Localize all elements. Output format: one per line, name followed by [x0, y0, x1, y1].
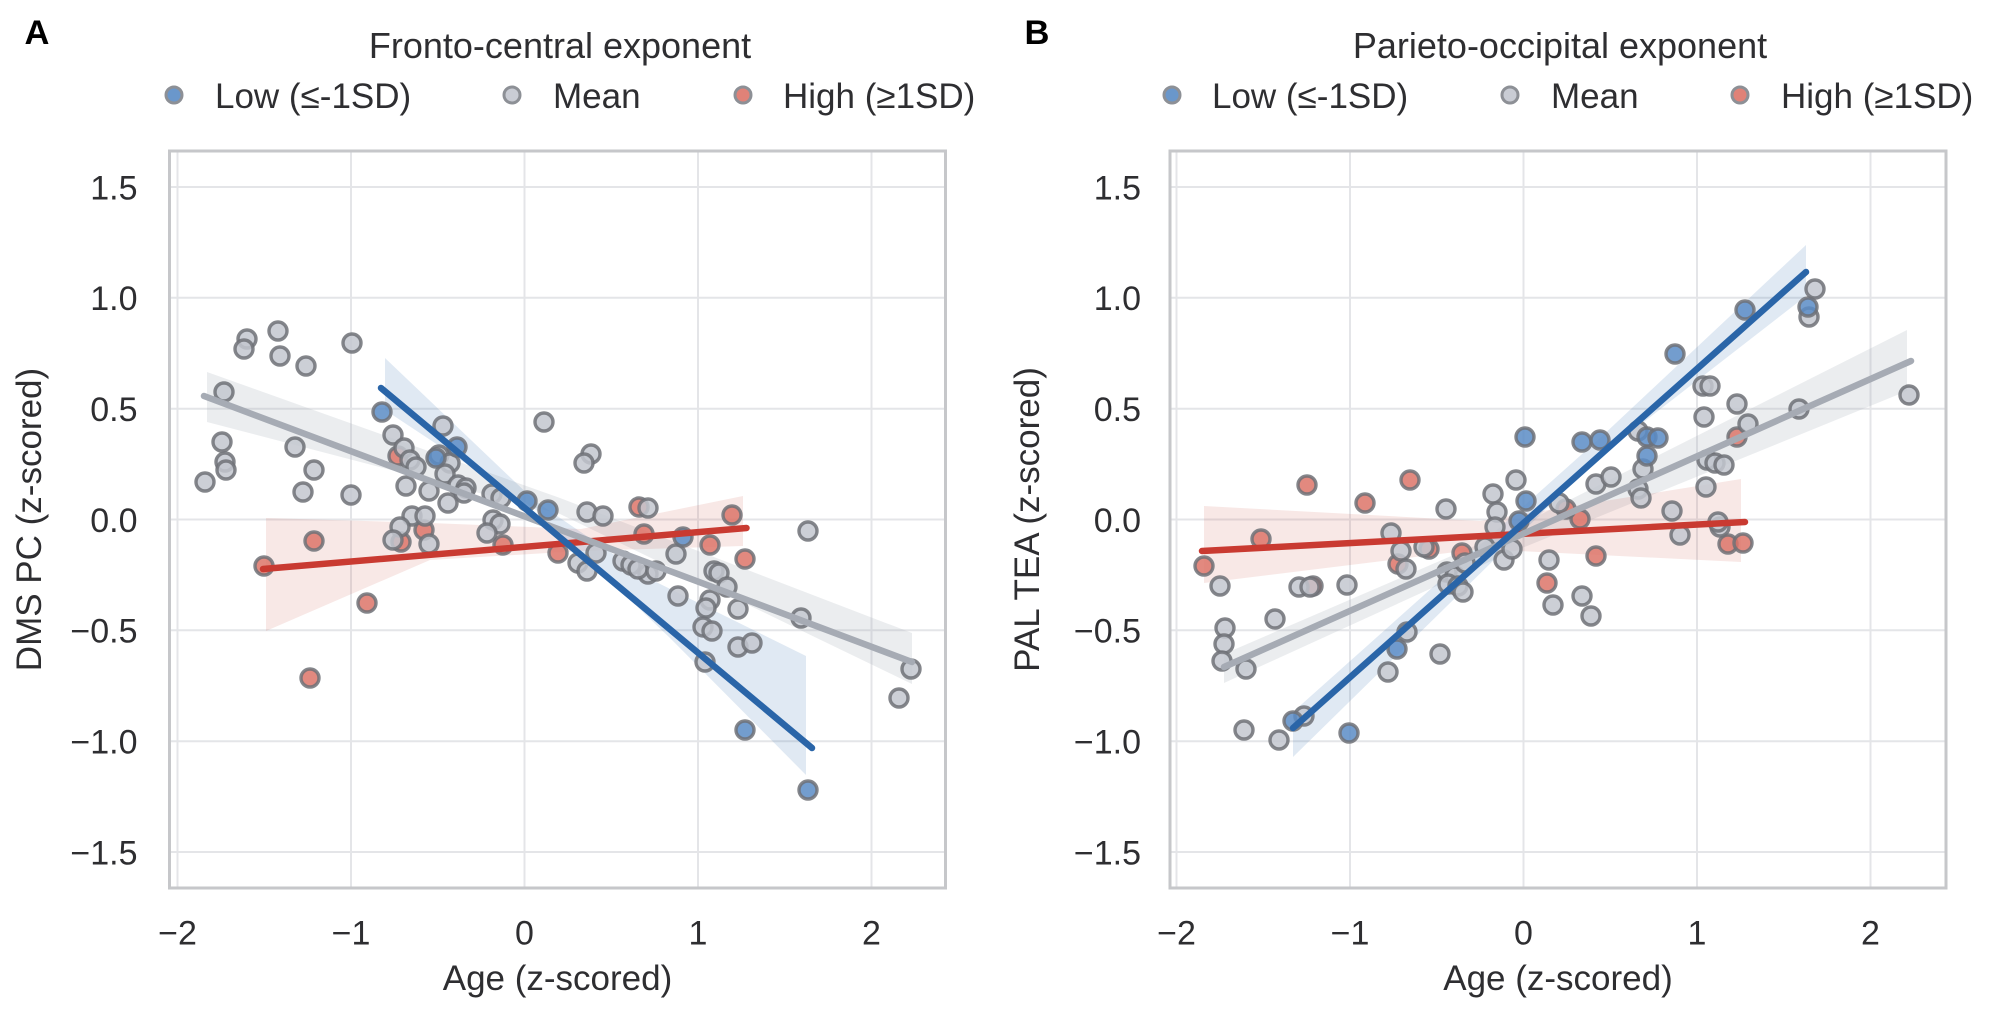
svg-text:−1.0: −1.0: [70, 724, 137, 762]
svg-text:0.0: 0.0: [90, 502, 137, 540]
svg-text:1.5: 1.5: [90, 169, 137, 207]
svg-text:1.0: 1.0: [1094, 280, 1141, 318]
svg-text:PAL TEA (z-scored): PAL TEA (z-scored): [1008, 367, 1047, 672]
svg-text:Parieto-occipital exponent: Parieto-occipital exponent: [1353, 25, 1767, 66]
svg-text:Age (z-scored): Age (z-scored): [1443, 959, 1673, 998]
svg-text:0.5: 0.5: [90, 391, 137, 429]
svg-text:0.5: 0.5: [1094, 391, 1141, 429]
svg-text:0: 0: [1514, 915, 1533, 953]
svg-text:A: A: [25, 14, 50, 52]
svg-text:Mean: Mean: [1551, 77, 1639, 116]
svg-text:−2: −2: [1157, 915, 1196, 953]
svg-text:Fronto-central exponent: Fronto-central exponent: [369, 25, 751, 66]
svg-text:B: B: [1025, 14, 1050, 52]
svg-text:High (≥1SD): High (≥1SD): [1781, 77, 1973, 116]
svg-text:−1: −1: [1331, 915, 1370, 953]
svg-text:DMS PC (z-scored): DMS PC (z-scored): [10, 368, 49, 671]
svg-text:High (≥1SD): High (≥1SD): [783, 77, 975, 116]
svg-text:0: 0: [515, 915, 534, 953]
svg-text:1: 1: [1688, 915, 1707, 953]
svg-text:−2: −2: [158, 915, 197, 953]
svg-text:−1.5: −1.5: [1074, 834, 1141, 872]
svg-text:Low (≤-1SD): Low (≤-1SD): [215, 77, 411, 116]
svg-text:−1.5: −1.5: [70, 834, 137, 872]
svg-text:−1: −1: [332, 915, 371, 953]
svg-text:2: 2: [1861, 915, 1880, 953]
svg-text:Mean: Mean: [553, 77, 641, 116]
svg-text:1.5: 1.5: [1094, 169, 1141, 207]
svg-text:2: 2: [862, 915, 881, 953]
svg-text:−0.5: −0.5: [1074, 613, 1141, 651]
svg-text:1.0: 1.0: [90, 280, 137, 318]
svg-text:Age (z-scored): Age (z-scored): [443, 959, 673, 998]
svg-text:1: 1: [689, 915, 708, 953]
svg-text:Low (≤-1SD): Low (≤-1SD): [1212, 77, 1408, 116]
svg-text:−1.0: −1.0: [1074, 724, 1141, 762]
svg-text:−0.5: −0.5: [70, 613, 137, 651]
svg-text:0.0: 0.0: [1094, 502, 1141, 540]
